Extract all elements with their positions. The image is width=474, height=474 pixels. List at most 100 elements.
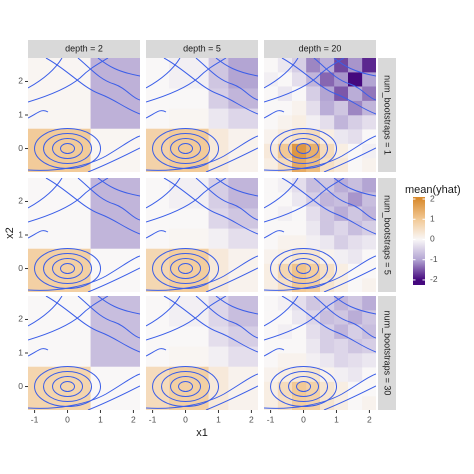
heat-tile xyxy=(362,381,376,397)
contour-line xyxy=(215,58,258,77)
contour-line xyxy=(215,178,258,197)
contour-line xyxy=(146,58,181,89)
contour-line xyxy=(161,133,211,165)
panel-content xyxy=(146,296,258,410)
heat-tile xyxy=(264,235,279,250)
heat-tile xyxy=(306,206,321,221)
heat-tile xyxy=(362,263,376,279)
heat-tile xyxy=(334,338,349,354)
heat-tile xyxy=(292,235,307,250)
heat-tile xyxy=(277,72,293,87)
contour-line xyxy=(28,178,109,223)
heat-tile xyxy=(348,129,363,144)
heat-tile xyxy=(334,206,349,221)
heat-tile xyxy=(306,178,321,193)
panel-content xyxy=(28,296,140,410)
contour-line xyxy=(163,58,258,115)
heat-tile xyxy=(264,277,279,292)
heat-tile xyxy=(228,228,258,249)
heat-tile xyxy=(264,86,279,101)
heat-tile xyxy=(348,277,363,292)
heat-tile xyxy=(306,324,321,339)
heat-tile xyxy=(306,100,321,116)
contour-line xyxy=(333,178,376,197)
contour-line xyxy=(60,263,76,275)
contour-line xyxy=(264,296,345,341)
contour-line xyxy=(264,178,345,223)
heat-tile xyxy=(320,235,335,250)
heat-tile xyxy=(292,100,307,116)
column-strip-label: depth = 20 xyxy=(299,43,342,53)
heat-tile xyxy=(228,326,258,347)
contour-line xyxy=(205,267,258,292)
contour-line xyxy=(77,296,140,339)
heat-tile xyxy=(320,338,335,354)
contour-line xyxy=(178,143,194,155)
row-strip-label: num_bootstraps = 1 xyxy=(383,75,393,155)
contour-line xyxy=(52,258,84,280)
panel: -1 0 1 2 xyxy=(264,296,376,424)
heat-tile xyxy=(348,100,363,116)
heat-tile xyxy=(362,235,376,250)
contour-line xyxy=(28,58,109,103)
heat-tile xyxy=(228,208,258,229)
contour-line xyxy=(28,230,49,239)
heat-tile xyxy=(306,381,321,397)
contour-line xyxy=(333,296,376,315)
heat-tile xyxy=(306,220,321,236)
heat-tile xyxy=(306,249,321,264)
column-strip xyxy=(264,40,376,58)
contour-line xyxy=(296,263,312,275)
heat-tile xyxy=(146,58,170,89)
contour-line xyxy=(28,373,140,409)
heat-tile xyxy=(277,192,293,207)
heat-tile xyxy=(320,220,335,236)
contour-line xyxy=(264,296,299,327)
y-tick-label: 2 xyxy=(18,314,23,324)
contour-line xyxy=(146,178,227,223)
heat-tile xyxy=(146,346,170,367)
heat-tile xyxy=(277,324,293,339)
heat-tile xyxy=(264,367,279,382)
heat-tile xyxy=(208,346,229,367)
contour-line xyxy=(170,258,202,280)
panel-content xyxy=(264,58,376,172)
heat-tile xyxy=(362,220,376,236)
y-tick-label: 2 xyxy=(18,196,23,206)
contour-line xyxy=(43,371,93,403)
heat-tile xyxy=(277,115,293,130)
row-strip xyxy=(378,178,396,292)
contour-line xyxy=(28,110,49,119)
contour-line xyxy=(313,58,376,101)
y-tick-label: 0 xyxy=(18,263,23,273)
heat-tile xyxy=(146,108,170,129)
heat-tile xyxy=(348,367,363,382)
contour-line xyxy=(43,253,93,285)
heat-tile xyxy=(169,346,209,367)
heat-tile xyxy=(362,86,376,101)
heat-tile xyxy=(228,58,258,89)
contour-line xyxy=(163,178,258,235)
heat-tile xyxy=(348,263,363,279)
heat-tile xyxy=(362,277,376,292)
heat-tile xyxy=(320,249,335,264)
contour-line xyxy=(178,263,194,275)
contour-line xyxy=(313,296,376,339)
heat-tile xyxy=(348,249,363,264)
heat-tile xyxy=(306,235,321,250)
heat-tile xyxy=(320,296,335,311)
contour-line xyxy=(45,58,140,115)
contour-line xyxy=(281,296,376,353)
heat-tile xyxy=(362,324,376,339)
contour-line xyxy=(264,230,285,239)
panel-content xyxy=(146,58,258,172)
contour-line xyxy=(205,147,258,172)
contour-line xyxy=(281,58,376,115)
heat-tile xyxy=(292,353,307,368)
contour-line xyxy=(146,255,258,291)
panel: 0 1 2 xyxy=(18,58,140,172)
heat-tile xyxy=(320,58,335,73)
contour-line xyxy=(205,385,258,410)
panel-content xyxy=(28,178,140,292)
